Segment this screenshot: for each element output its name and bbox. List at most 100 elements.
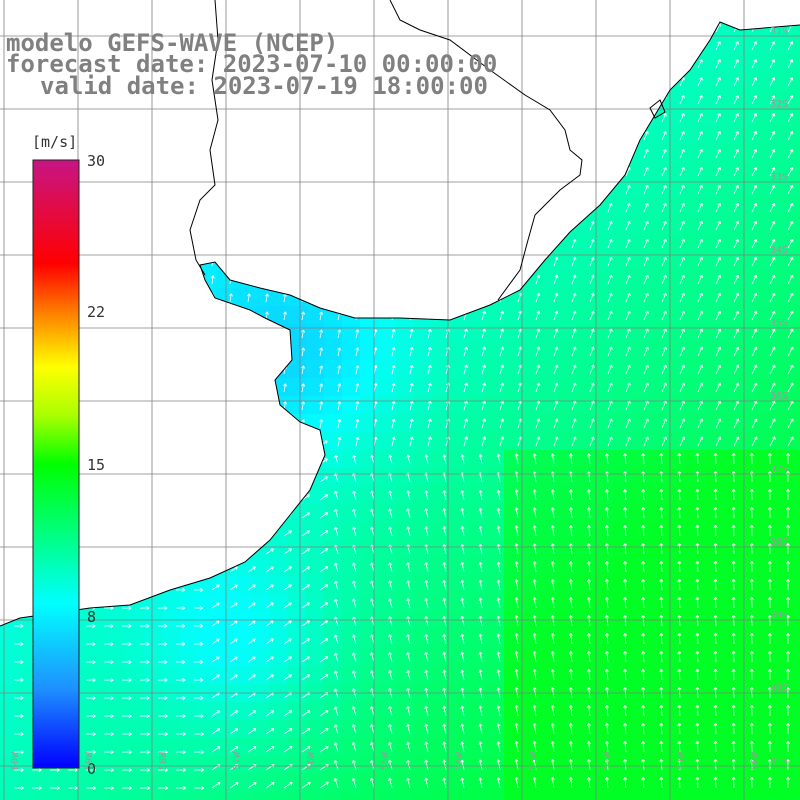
- wind-arrow: [731, 722, 736, 735]
- wind-arrow: [496, 597, 501, 609]
- wind-arrow: [102, 275, 107, 285]
- wind-arrow: [496, 561, 501, 573]
- wind-arrow: [571, 95, 577, 105]
- wind-speed-cell: [468, 720, 487, 739]
- colorbar-tick-0: 0: [87, 760, 97, 778]
- wind-speed-cell: [684, 468, 703, 487]
- wind-speed-cell: [414, 450, 433, 469]
- wind-arrow: [120, 257, 125, 267]
- wind-speed-cell: [540, 630, 559, 649]
- wind-speed-cell: [90, 630, 109, 649]
- wind-arrow: [514, 615, 519, 627]
- wind-arrow: [319, 602, 329, 609]
- wind-speed-cell: [630, 756, 649, 775]
- wind-speed-cell: [342, 144, 361, 163]
- wind-arrow: [301, 275, 306, 285]
- wind-speed-cell: [216, 648, 235, 667]
- wind-speed-cell: [450, 540, 469, 559]
- wind-speed-cell: [360, 360, 379, 379]
- wind-arrow: [481, 346, 486, 357]
- wind-speed-cell: [288, 666, 307, 685]
- wind-arrow: [301, 710, 311, 717]
- wind-arrow: [140, 660, 150, 664]
- wind-arrow: [751, 238, 758, 249]
- wind-arrow: [86, 714, 96, 718]
- wind-arrow: [12, 347, 16, 357]
- wind-arrow: [643, 148, 649, 159]
- wind-arrow: [607, 77, 613, 87]
- wind-speed-cell: [252, 756, 271, 775]
- wind-speed-cell: [738, 90, 757, 109]
- title-forecast-date: forecast date: 2023-07-10 00:00:00: [6, 50, 498, 78]
- wind-arrow: [679, 346, 685, 357]
- wind-speed-cell: [0, 234, 19, 253]
- wind-speed-cell: [306, 576, 325, 595]
- wind-speed-cell: [396, 22, 415, 37]
- wind-speed-cell: [522, 162, 541, 181]
- wind-arrow: [301, 656, 311, 663]
- wind-speed-cell: [180, 396, 199, 415]
- wind-speed-cell: [576, 90, 595, 109]
- wind-arrow: [355, 401, 360, 411]
- wind-speed-cell: [738, 612, 757, 631]
- wind-arrow: [86, 786, 96, 790]
- wind-arrow: [659, 506, 664, 519]
- wind-speed-cell: [522, 216, 541, 235]
- wind-speed-cell: [738, 540, 757, 559]
- wind-speed-cell: [252, 576, 271, 595]
- wind-arrow: [158, 660, 168, 664]
- wind-speed-cell: [144, 288, 163, 307]
- wind-arrow: [460, 759, 465, 771]
- wind-arrow: [550, 525, 555, 537]
- wind-speed-cell: [288, 234, 307, 253]
- wind-arrow: [586, 543, 591, 555]
- wind-arrow: [605, 543, 609, 555]
- wind-speed-cell: [360, 774, 379, 793]
- wind-speed-cell: [774, 414, 793, 433]
- wind-arrow: [535, 130, 541, 141]
- wind-arrow: [319, 185, 324, 195]
- wind-arrow: [695, 632, 700, 645]
- wind-speed-cell: [0, 270, 19, 289]
- wind-speed-cell: [108, 702, 127, 721]
- wind-speed-cell: [738, 558, 757, 577]
- wind-speed-cell: [144, 468, 163, 487]
- wind-speed-cell: [630, 738, 649, 757]
- colorbar-tick-30: 30: [87, 152, 106, 170]
- wind-speed-cell: [252, 360, 271, 379]
- wind-arrow: [514, 543, 519, 555]
- wind-arrow: [643, 77, 649, 87]
- wind-arrow: [13, 458, 22, 465]
- wind-arrow: [211, 6, 214, 14]
- wind-speed-cell: [234, 522, 253, 541]
- wind-arrow: [337, 23, 342, 33]
- wind-arrow: [138, 131, 143, 141]
- wind-speed-cell: [252, 468, 271, 487]
- wind-arrow: [406, 454, 411, 465]
- wind-arrow: [659, 488, 664, 501]
- wind-speed-cell: [342, 576, 361, 595]
- wind-speed-cell: [396, 180, 415, 199]
- wind-arrow: [30, 149, 35, 159]
- wind-speed-cell: [702, 720, 721, 739]
- wind-arrow: [174, 149, 179, 159]
- wind-speed-cell: [378, 504, 397, 523]
- wind-arrow: [176, 786, 187, 790]
- wind-speed-cell: [666, 558, 685, 577]
- wind-arrow: [623, 776, 628, 789]
- wind-arrow: [481, 310, 486, 321]
- wind-arrow: [192, 293, 197, 303]
- wind-arrow: [787, 59, 794, 69]
- wind-speed-cell: [234, 504, 253, 523]
- wind-speed-cell: [360, 432, 379, 451]
- wind-arrow: [138, 382, 143, 393]
- wind-speed-cell: [126, 486, 145, 505]
- wind-speed-cell: [18, 0, 37, 19]
- wind-arrow: [333, 742, 339, 753]
- wind-speed-cell: [0, 630, 19, 649]
- wind-arrow: [14, 768, 24, 772]
- wind-speed-cell: [324, 360, 343, 379]
- wind-speed-cell: [450, 270, 469, 289]
- wind-speed-cell: [108, 486, 127, 505]
- wind-arrow: [337, 167, 342, 177]
